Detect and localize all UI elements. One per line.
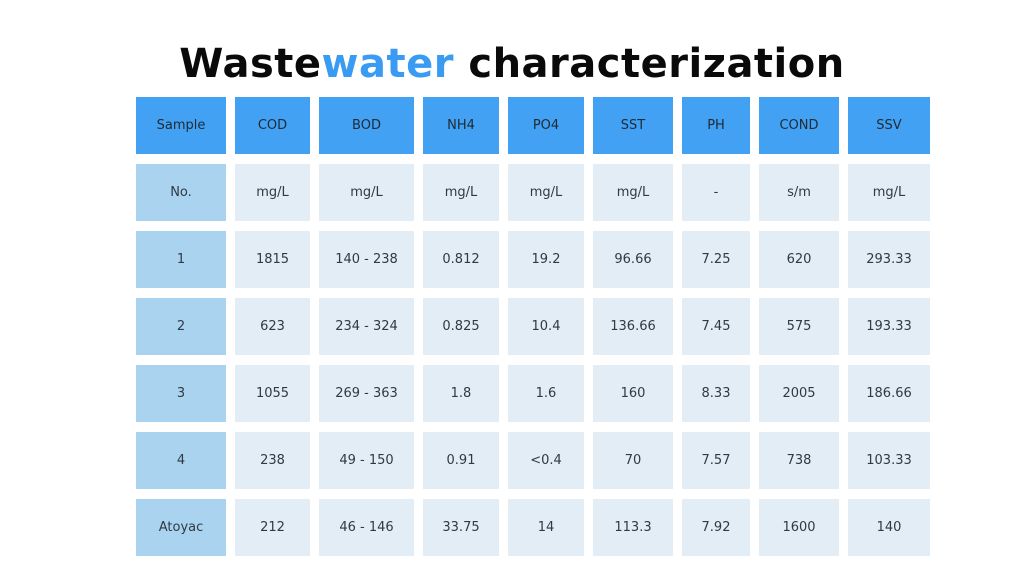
- table-row: 2 623 234 - 324 0.825 10.4 136.66 7.45 575 193.3…: [136, 298, 930, 355]
- table-cell: BOD: [319, 97, 414, 154]
- table-units-row: No. mg/L mg/L mg/L mg/L mg/L - s/m mg/L: [136, 164, 930, 221]
- title-part-waste: Waste: [179, 41, 322, 87]
- title-part-characterization: characterization: [453, 41, 845, 87]
- table-cell: 738: [759, 432, 839, 489]
- table-cell: 10.4: [508, 298, 584, 355]
- table-cell: 14: [508, 499, 584, 556]
- table-cell: 7.57: [682, 432, 750, 489]
- table-cell: 7.45: [682, 298, 750, 355]
- table-cell: mg/L: [423, 164, 499, 221]
- table-cell: 160: [593, 365, 673, 422]
- page-title: Wastewater characterization: [0, 38, 1024, 90]
- title-part-water: water: [321, 41, 454, 87]
- table-cell: No.: [136, 164, 226, 221]
- table-cell: 193.33: [848, 298, 930, 355]
- table-cell: 49 - 150: [319, 432, 414, 489]
- table-cell: -: [682, 164, 750, 221]
- table-cell: 0.825: [423, 298, 499, 355]
- table-cell: mg/L: [319, 164, 414, 221]
- table-cell: 96.66: [593, 231, 673, 288]
- table-cell: 7.25: [682, 231, 750, 288]
- table-cell: mg/L: [848, 164, 930, 221]
- table-cell: 4: [136, 432, 226, 489]
- table-cell: mg/L: [593, 164, 673, 221]
- table-cell: PO4: [508, 97, 584, 154]
- table-cell: 1055: [235, 365, 310, 422]
- table-cell: 186.66: [848, 365, 930, 422]
- table-cell: 238: [235, 432, 310, 489]
- table-row: Atoyac 212 46 - 146 33.75 14 113.3 7.92 1600 140: [136, 499, 930, 556]
- table-cell: 1815: [235, 231, 310, 288]
- table-cell: SST: [593, 97, 673, 154]
- table-cell: 0.812: [423, 231, 499, 288]
- table-cell: COND: [759, 97, 839, 154]
- table-cell: Atoyac: [136, 499, 226, 556]
- table-cell: mg/L: [508, 164, 584, 221]
- table-cell: 575: [759, 298, 839, 355]
- table-header-row: Sample COD BOD NH4 PO4 SST PH COND SSV: [136, 97, 930, 154]
- table-row: 4 238 49 - 150 0.91 <0.4 70 7.57 738 103.33: [136, 432, 930, 489]
- table-cell: 140: [848, 499, 930, 556]
- table-cell: 136.66: [593, 298, 673, 355]
- table-cell: 234 - 324: [319, 298, 414, 355]
- table-cell: 0.91: [423, 432, 499, 489]
- table-cell: NH4: [423, 97, 499, 154]
- table-cell: COD: [235, 97, 310, 154]
- table-cell: 140 - 238: [319, 231, 414, 288]
- table-cell: 70: [593, 432, 673, 489]
- table-row: 1 1815 140 - 238 0.812 19.2 96.66 7.25 620 293.3…: [136, 231, 930, 288]
- table-cell: 8.33: [682, 365, 750, 422]
- table-cell: 212: [235, 499, 310, 556]
- table-cell: Sample: [136, 97, 226, 154]
- characterization-table: Sample COD BOD NH4 PO4 SST PH COND SSV No. mg/L mg/…: [127, 87, 939, 566]
- table-cell: 1600: [759, 499, 839, 556]
- table-cell: 7.92: [682, 499, 750, 556]
- table-cell: 620: [759, 231, 839, 288]
- table-cell: 113.3: [593, 499, 673, 556]
- table-cell: 103.33: [848, 432, 930, 489]
- table-cell: 1: [136, 231, 226, 288]
- table-cell: 1.8: [423, 365, 499, 422]
- table-cell: mg/L: [235, 164, 310, 221]
- table-cell: 33.75: [423, 499, 499, 556]
- table-cell: 2005: [759, 365, 839, 422]
- table-cell: 269 - 363: [319, 365, 414, 422]
- table-cell: 623: [235, 298, 310, 355]
- table-cell: <0.4: [508, 432, 584, 489]
- table-cell: 46 - 146: [319, 499, 414, 556]
- table-row: 3 1055 269 - 363 1.8 1.6 160 8.33 2005 186.66: [136, 365, 930, 422]
- table-cell: 1.6: [508, 365, 584, 422]
- table-cell: 293.33: [848, 231, 930, 288]
- table-cell: s/m: [759, 164, 839, 221]
- table-cell: 19.2: [508, 231, 584, 288]
- table-cell: SSV: [848, 97, 930, 154]
- table-cell: PH: [682, 97, 750, 154]
- table-cell: 2: [136, 298, 226, 355]
- table-cell: 3: [136, 365, 226, 422]
